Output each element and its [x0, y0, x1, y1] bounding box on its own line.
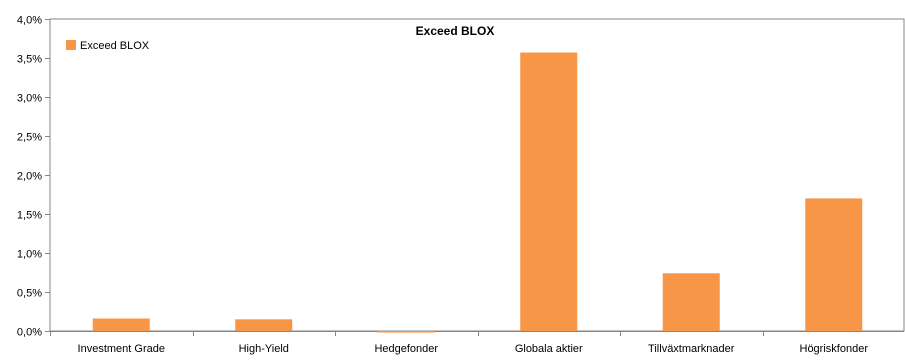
x-tick-label: Investment Grade	[78, 343, 165, 355]
bar	[805, 198, 863, 331]
bar	[377, 331, 435, 333]
plot-area-border	[49, 18, 905, 332]
y-tick-label: 2,0%	[17, 171, 42, 183]
bar	[520, 52, 578, 331]
x-tick-label: Högriskfonder	[800, 343, 869, 355]
chart-bars	[92, 52, 863, 333]
legend-swatch	[66, 40, 76, 50]
y-tick-label: 3,0%	[17, 93, 42, 105]
y-tick-label: 4,0%	[17, 15, 42, 27]
legend-label: Exceed BLOX	[80, 40, 150, 52]
y-tick-label: 1,0%	[17, 249, 42, 261]
y-tick-label: 3,5%	[17, 54, 42, 66]
chart-legend: Exceed BLOX	[66, 40, 150, 52]
bar	[235, 319, 293, 331]
x-tick-label: Tillväxtmarknader	[648, 343, 735, 355]
bar	[92, 318, 150, 331]
y-tick-label: 0,0%	[17, 327, 42, 339]
chart-axes	[45, 18, 905, 336]
x-tick-label: Globala aktier	[515, 343, 583, 355]
x-tick-label: High-Yield	[239, 343, 289, 355]
y-tick-label: 2,5%	[17, 132, 42, 144]
chart-labels: 0,0% 0,5% 1,0% 1,5% 2,0% 2,5% 3,0% 3,5% 4,0% Inve…	[17, 15, 868, 356]
bar	[662, 273, 720, 331]
chart-title: Exceed BLOX	[416, 24, 495, 38]
x-tick-label: Hedgefonder	[374, 343, 438, 355]
y-tick-label: 0,5%	[17, 288, 42, 300]
y-tick-label: 1,5%	[17, 210, 42, 222]
